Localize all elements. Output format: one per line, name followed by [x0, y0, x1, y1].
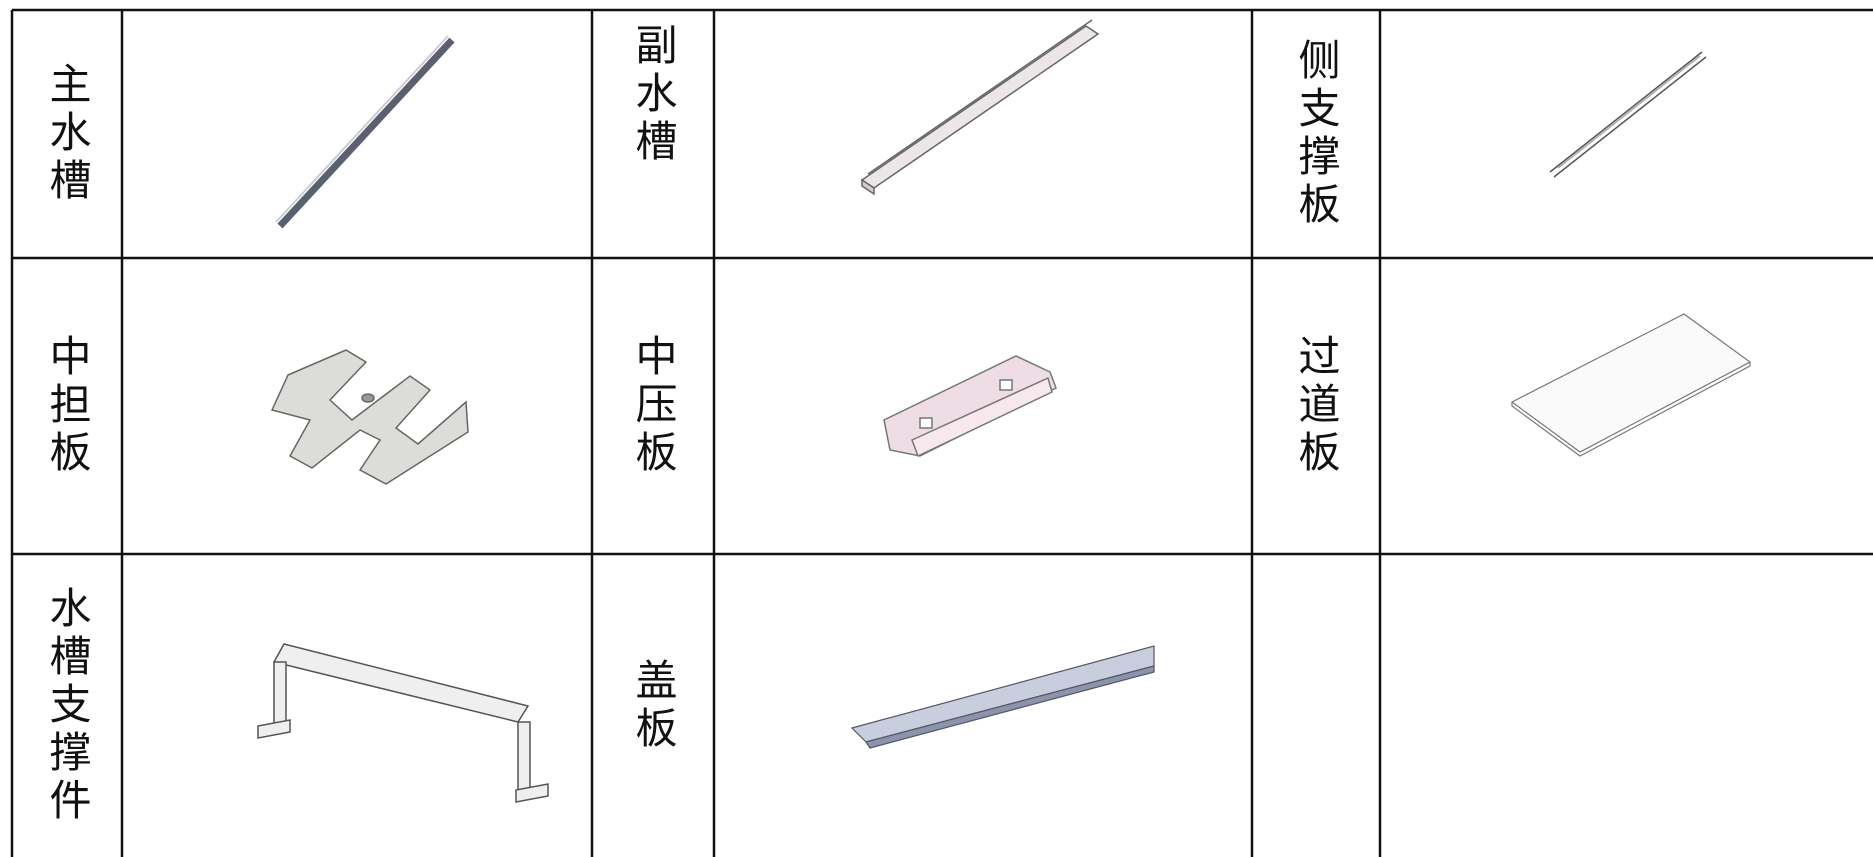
label-text: 侧支撑板 [1292, 38, 1341, 230]
label-text: 副水槽 [629, 23, 678, 167]
cell-label: 中压板 [592, 258, 714, 554]
label-text: 主水槽 [43, 62, 92, 206]
cell-label: 主水槽 [12, 10, 122, 258]
cell-label: 副水槽 [592, 10, 714, 180]
part-illustration [1549, 51, 1707, 178]
label-text: 中担板 [43, 334, 92, 478]
part-illustration [270, 349, 469, 485]
part-illustration [1510, 313, 1752, 457]
part-illustration [850, 645, 1155, 749]
part-illustration [275, 35, 455, 229]
cell-label: 过道板 [1252, 258, 1380, 554]
grid-lines [10, 8, 1873, 857]
cell-label: 侧支撑板 [1252, 10, 1380, 258]
part-illustration [257, 643, 549, 803]
part-illustration [883, 355, 1057, 458]
cell-label: 盖板 [592, 554, 714, 857]
label-text: 水槽支撑件 [43, 585, 92, 826]
cell-label: 中担板 [12, 258, 122, 554]
label-text: 中压板 [629, 334, 678, 478]
cell-label: 水槽支撑件 [12, 554, 122, 857]
label-text: 盖板 [629, 657, 678, 754]
label-text: 过道板 [1292, 334, 1341, 478]
part-illustration [860, 19, 1100, 196]
